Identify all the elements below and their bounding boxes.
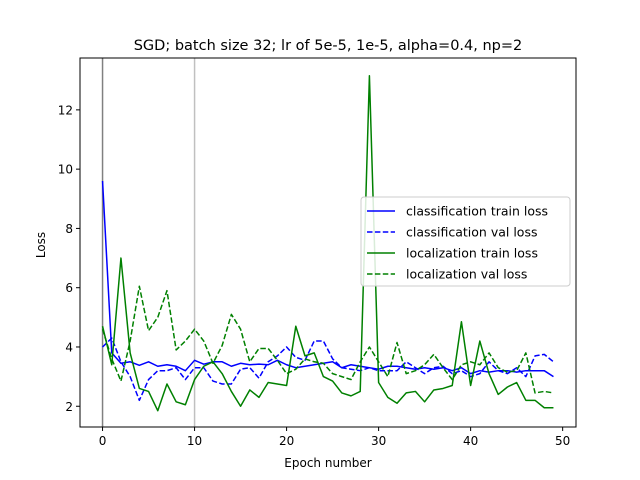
series-line-classification-train-loss: [101, 180, 554, 378]
y-tick-label: 12: [58, 103, 73, 117]
legend-label: classification train loss: [406, 204, 548, 219]
x-tick-label: 50: [555, 434, 570, 448]
series-line-localization-val-loss: [101, 285, 554, 394]
legend-label: localization train loss: [406, 246, 538, 261]
axes-frame: [79, 57, 577, 428]
y-tick-label: 2: [65, 400, 73, 414]
series-line-classification-val-loss: [102, 337, 554, 402]
x-axis-label: Epoch number: [284, 456, 371, 470]
x-tick-label: 10: [187, 434, 202, 448]
y-axis-label: Loss: [34, 232, 48, 258]
x-tick-label: 0: [99, 434, 107, 448]
legend-box: [360, 196, 571, 287]
y-tick-label: 10: [58, 163, 73, 177]
legend-label: localization val loss: [406, 267, 527, 282]
y-tick-label: 8: [65, 222, 73, 236]
legend-label: classification val loss: [406, 225, 537, 240]
x-tick-label: 40: [463, 434, 478, 448]
series-line-localization-train-loss: [101, 75, 554, 412]
chart-title: SGD; batch size 32; lr of 5e-5, 1e-5, al…: [134, 38, 523, 54]
x-tick-label: 30: [371, 434, 386, 448]
legend: classification train loss classification …: [360, 196, 571, 287]
plot-area: [101, 58, 554, 427]
y-tick-label: 4: [65, 340, 73, 354]
x-tick-label: 20: [279, 434, 294, 448]
axes: 0 10 20 30 40 50 2 4 6 8 10 12: [58, 57, 577, 448]
y-tick-label: 6: [65, 281, 73, 295]
